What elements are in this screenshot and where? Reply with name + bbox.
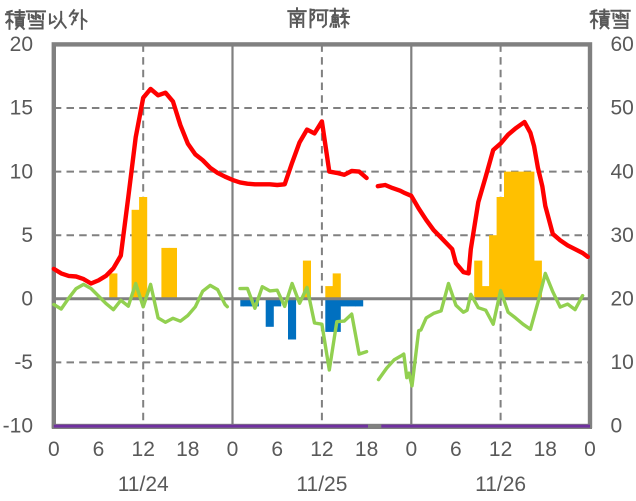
svg-text:11/25: 11/25 <box>296 473 347 496</box>
svg-text:0: 0 <box>584 438 596 461</box>
svg-text:-5: -5 <box>14 351 33 374</box>
svg-text:12: 12 <box>489 438 512 461</box>
svg-text:0: 0 <box>227 438 239 461</box>
svg-text:6: 6 <box>271 438 283 461</box>
svg-text:18: 18 <box>176 438 199 461</box>
svg-text:0: 0 <box>611 415 623 438</box>
svg-text:6: 6 <box>93 438 105 461</box>
svg-text:5: 5 <box>21 224 33 247</box>
svg-text:11/24: 11/24 <box>118 473 169 496</box>
svg-text:18: 18 <box>355 438 378 461</box>
svg-text:0: 0 <box>48 438 60 461</box>
svg-text:40: 40 <box>611 160 634 183</box>
svg-text:10: 10 <box>611 351 634 374</box>
svg-text:30: 30 <box>611 224 634 247</box>
svg-text:0: 0 <box>21 288 33 311</box>
svg-text:20: 20 <box>611 288 634 311</box>
svg-text:0: 0 <box>405 438 417 461</box>
svg-text:50: 50 <box>611 97 634 120</box>
svg-text:11/26: 11/26 <box>475 473 526 496</box>
svg-text:6: 6 <box>450 438 462 461</box>
svg-text:10: 10 <box>10 160 33 183</box>
svg-text:60: 60 <box>611 33 634 56</box>
svg-text:-10: -10 <box>3 415 33 438</box>
svg-text:12: 12 <box>310 438 333 461</box>
svg-text:12: 12 <box>132 438 155 461</box>
svg-text:18: 18 <box>534 438 557 461</box>
svg-text:15: 15 <box>10 97 33 120</box>
svg-text:20: 20 <box>10 33 33 56</box>
